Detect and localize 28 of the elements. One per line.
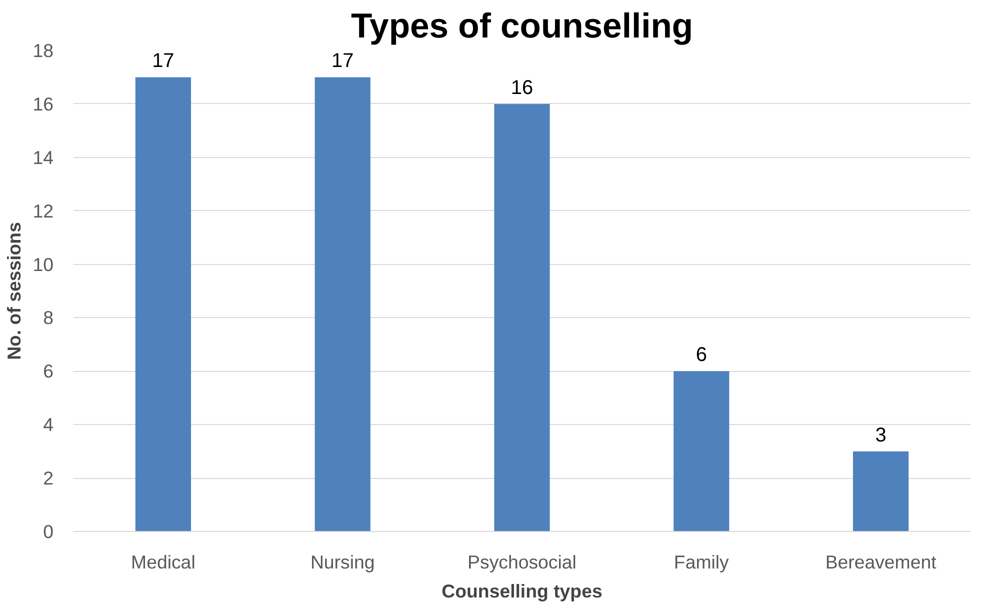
x-tick-label: Nursing bbox=[310, 552, 375, 572]
data-label: 17 bbox=[152, 50, 174, 72]
y-tick-label: 16 bbox=[32, 93, 54, 114]
y-tick-label: 14 bbox=[32, 146, 54, 168]
y-tick-label: 10 bbox=[32, 254, 54, 275]
data-label: 6 bbox=[696, 344, 707, 366]
x-tick-label: Bereavement bbox=[825, 552, 938, 572]
bar bbox=[494, 104, 550, 532]
y-axis-title: No. of sessions bbox=[4, 222, 25, 360]
x-tick-label: Medical bbox=[131, 552, 196, 572]
data-label: 17 bbox=[331, 50, 354, 72]
y-tick-label: 6 bbox=[43, 360, 54, 382]
data-label: 16 bbox=[510, 76, 534, 99]
bar bbox=[852, 451, 909, 532]
x-tick-label: Psychosocial bbox=[468, 552, 576, 572]
y-tick-label: 4 bbox=[43, 414, 54, 436]
chart-title: Types of counselling bbox=[350, 8, 694, 46]
x-tick-label: Family bbox=[674, 552, 730, 572]
x-axis-title: Counselling types bbox=[442, 580, 602, 602]
bar bbox=[135, 77, 192, 532]
bar bbox=[674, 371, 730, 532]
y-tick-label: 12 bbox=[32, 200, 54, 222]
bar bbox=[314, 77, 370, 532]
y-tick-label: 8 bbox=[43, 307, 54, 328]
y-tick-label: 0 bbox=[43, 521, 54, 542]
y-tick-label: 18 bbox=[32, 40, 54, 61]
y-tick-label: 2 bbox=[43, 468, 54, 489]
data-label: 3 bbox=[875, 424, 886, 446]
